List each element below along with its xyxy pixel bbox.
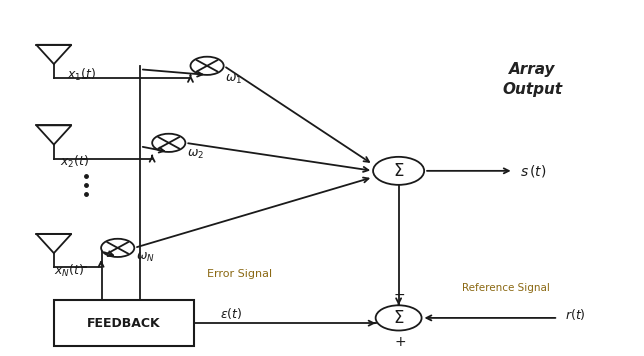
Text: $x_N(t)$: $x_N(t)$ bbox=[54, 263, 84, 279]
Text: $\Sigma$: $\Sigma$ bbox=[393, 162, 404, 180]
Text: $+$: $+$ bbox=[395, 335, 406, 350]
Circle shape bbox=[373, 157, 424, 185]
Text: Array
Output: Array Output bbox=[502, 62, 563, 97]
Circle shape bbox=[375, 305, 422, 330]
Text: $-$: $-$ bbox=[393, 287, 404, 301]
Circle shape bbox=[152, 134, 185, 152]
Text: $\omega_N$: $\omega_N$ bbox=[136, 251, 155, 265]
Text: $x_1(t)$: $x_1(t)$ bbox=[66, 67, 96, 83]
Text: $r(t)$: $r(t)$ bbox=[565, 307, 585, 322]
Text: FEEDBACK: FEEDBACK bbox=[88, 317, 161, 330]
Text: $\Sigma$: $\Sigma$ bbox=[393, 309, 404, 327]
Text: $x_2(t)$: $x_2(t)$ bbox=[61, 154, 90, 170]
FancyBboxPatch shape bbox=[54, 300, 194, 346]
Text: $\omega_2$: $\omega_2$ bbox=[187, 148, 204, 161]
Text: Error Signal: Error Signal bbox=[207, 269, 272, 279]
Text: $s\,(t)$: $s\,(t)$ bbox=[520, 163, 547, 179]
Circle shape bbox=[101, 239, 135, 257]
Text: Reference Signal: Reference Signal bbox=[462, 283, 551, 293]
Text: $\epsilon(t)$: $\epsilon(t)$ bbox=[220, 306, 242, 321]
Circle shape bbox=[191, 57, 223, 75]
Text: $\omega_1$: $\omega_1$ bbox=[225, 73, 242, 86]
